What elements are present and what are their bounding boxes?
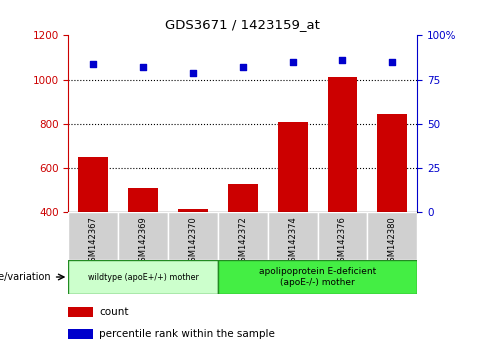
Bar: [168, 212, 218, 260]
Point: [388, 59, 396, 65]
Bar: [68, 260, 218, 294]
Text: GSM142369: GSM142369: [139, 216, 147, 267]
Bar: [118, 212, 168, 260]
Text: GSM142380: GSM142380: [388, 216, 397, 267]
Bar: [278, 122, 307, 212]
Point: [339, 57, 346, 63]
Bar: [128, 188, 158, 212]
Bar: [218, 260, 417, 294]
Bar: [78, 157, 108, 212]
Text: GSM142376: GSM142376: [338, 216, 347, 267]
Bar: [68, 212, 118, 260]
Bar: [367, 212, 417, 260]
Text: count: count: [99, 307, 128, 317]
Title: GDS3671 / 1423159_at: GDS3671 / 1423159_at: [165, 18, 320, 32]
Bar: [68, 307, 93, 317]
Text: wildtype (apoE+/+) mother: wildtype (apoE+/+) mother: [88, 273, 199, 281]
Point: [139, 64, 147, 70]
Text: percentile rank within the sample: percentile rank within the sample: [99, 329, 275, 339]
Point: [89, 61, 97, 67]
Bar: [178, 209, 208, 212]
Text: GSM142374: GSM142374: [288, 216, 297, 267]
Text: GSM142370: GSM142370: [188, 216, 198, 267]
Point: [289, 59, 297, 65]
Bar: [218, 212, 268, 260]
Point: [239, 64, 247, 70]
Text: GSM142367: GSM142367: [89, 216, 98, 267]
Text: apolipoprotein E-deficient
(apoE-/-) mother: apolipoprotein E-deficient (apoE-/-) mot…: [259, 267, 376, 287]
Bar: [268, 212, 318, 260]
Text: genotype/variation: genotype/variation: [0, 272, 51, 282]
Bar: [377, 114, 407, 212]
Bar: [327, 78, 357, 212]
Bar: [318, 212, 367, 260]
Bar: [68, 329, 93, 339]
Text: GSM142372: GSM142372: [238, 216, 247, 267]
Point: [189, 70, 197, 75]
Bar: [228, 184, 258, 212]
